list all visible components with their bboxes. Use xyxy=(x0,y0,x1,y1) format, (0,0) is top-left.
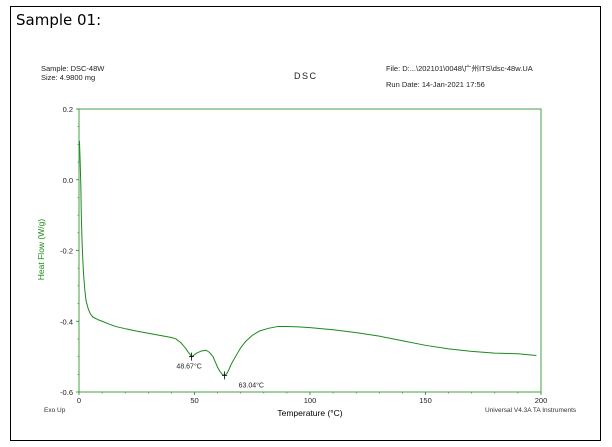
file-info: File: D:...\202101\0048\广州ITS\dsc-48w.UA… xyxy=(386,64,533,89)
peak-annotation: 48.67°C xyxy=(176,363,201,371)
heat-flow-line xyxy=(78,140,537,376)
x-tick-label: 100 xyxy=(304,396,317,405)
y-tick-label: -0.6 xyxy=(60,388,73,397)
y-tick-label: 0.2 xyxy=(63,105,73,114)
peak-annotation: 63.04°C xyxy=(239,381,264,389)
file-path-line: File: D:...\202101\0048\广州ITS\dsc-48w.UA xyxy=(386,64,533,73)
run-date-line: Run Date: 14-Jan-2021 17:56 xyxy=(386,80,485,89)
y-tick-label: -0.2 xyxy=(60,247,73,256)
sample-name-line: Sample: DSC-48W xyxy=(41,64,105,73)
exo-up-label: Exo Up xyxy=(44,407,66,414)
y-tick-label: 0.0 xyxy=(63,176,73,185)
x-tick-label: 200 xyxy=(535,396,548,405)
y-axis-label: Heat Flow (W/g) xyxy=(36,219,46,281)
x-axis-label: Temperature (°C) xyxy=(277,408,342,418)
figure-frame xyxy=(10,6,601,441)
sample-title: Sample 01: xyxy=(16,11,102,29)
sample-info: Sample: DSC-48W Size: 4.9800 mg xyxy=(41,64,104,82)
sample-size-line: Size: 4.9800 mg xyxy=(41,73,96,82)
y-tick-label: -0.4 xyxy=(60,317,73,326)
chart-title: DSC xyxy=(294,71,318,81)
x-tick-label: 50 xyxy=(190,396,198,405)
x-tick-label: 0 xyxy=(77,396,81,405)
instrument-label: Universal V4.3A TA Instruments xyxy=(485,407,577,414)
x-tick-label: 150 xyxy=(419,396,432,405)
plot-area xyxy=(78,108,542,393)
